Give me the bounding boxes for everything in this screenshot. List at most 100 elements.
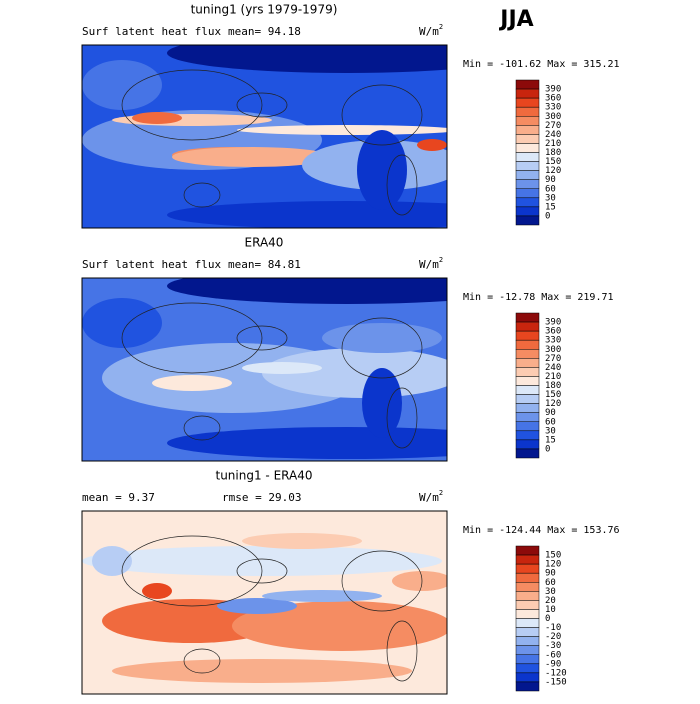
colorbar-label: 120 bbox=[545, 166, 561, 176]
map-region bbox=[112, 659, 412, 683]
colorbar-box bbox=[515, 448, 540, 459]
colorbar-label: 30 bbox=[545, 193, 556, 203]
units: W/m2 bbox=[419, 23, 443, 38]
colorbar-box bbox=[515, 106, 540, 117]
map-region bbox=[82, 60, 162, 110]
colorbar-label: 0 bbox=[545, 614, 550, 624]
coastline bbox=[236, 92, 288, 118]
colorbar-box bbox=[515, 152, 540, 162]
coastline bbox=[121, 535, 263, 607]
units-exp: 2 bbox=[439, 256, 443, 264]
map-region bbox=[172, 147, 332, 167]
colorbar-box bbox=[515, 663, 540, 674]
colorbar-label: 20 bbox=[545, 596, 556, 606]
panel-label: Surf latent heat flux bbox=[82, 25, 221, 38]
colorbar-box bbox=[515, 188, 540, 199]
colorbar-label: 90 bbox=[545, 175, 556, 185]
coastline bbox=[386, 620, 418, 682]
map-region bbox=[167, 427, 447, 459]
range-label: Min = -101.62 Max = 315.21 bbox=[463, 59, 620, 70]
range-label: Min = -12.78 Max = 219.71 bbox=[463, 292, 614, 303]
colorbar-box bbox=[515, 215, 540, 226]
colorbar-box bbox=[515, 197, 540, 208]
map-region bbox=[362, 368, 402, 438]
colorbar-box bbox=[515, 349, 540, 359]
colorbar-box bbox=[515, 563, 540, 574]
colorbar-label: 270 bbox=[545, 121, 561, 131]
map-region bbox=[417, 139, 447, 151]
colorbar-box bbox=[515, 582, 540, 592]
map-region bbox=[262, 590, 382, 602]
colorbar-box bbox=[515, 206, 540, 217]
panel-title: ERA40 bbox=[245, 236, 284, 250]
colorbar-box bbox=[515, 609, 540, 619]
colorbar-box bbox=[515, 600, 540, 610]
units: W/m2 bbox=[419, 489, 443, 504]
colorbar-label: 15 bbox=[545, 202, 556, 212]
colorbar-box bbox=[515, 321, 540, 332]
colorbar-label: -30 bbox=[545, 641, 561, 651]
colorbar-label: 360 bbox=[545, 94, 561, 104]
panel-label: mean = 9.37 bbox=[82, 491, 155, 504]
colorbar-box bbox=[515, 312, 540, 323]
coastline bbox=[341, 317, 423, 379]
colorbar-box bbox=[515, 572, 540, 583]
colorbar-label: 300 bbox=[545, 345, 561, 355]
colorbar-label: 390 bbox=[545, 318, 561, 328]
panel-title: tuning1 (yrs 1979-1979) bbox=[191, 3, 338, 17]
panel-stat: mean= 94.18 bbox=[228, 25, 301, 38]
map-region bbox=[262, 348, 447, 398]
colorbar-label: 150 bbox=[545, 390, 561, 400]
colorbar-label: 60 bbox=[545, 417, 556, 427]
map-region bbox=[392, 571, 447, 591]
units-base: W/m bbox=[419, 491, 439, 504]
units: W/m2 bbox=[419, 256, 443, 271]
coastline bbox=[236, 558, 288, 584]
coastline bbox=[183, 182, 221, 208]
panel-stat: mean= 84.81 bbox=[228, 258, 301, 271]
colorbar-box bbox=[515, 654, 540, 665]
units-exp: 2 bbox=[439, 23, 443, 31]
colorbar-label: 210 bbox=[545, 372, 561, 382]
colorbar-box bbox=[515, 545, 540, 556]
colorbar-box bbox=[515, 88, 540, 99]
colorbar-box bbox=[515, 170, 540, 180]
colorbar-box bbox=[515, 385, 540, 395]
colorbar-label: 10 bbox=[545, 605, 556, 615]
colorbar-label: 330 bbox=[545, 103, 561, 113]
coastline bbox=[386, 387, 418, 449]
units-base: W/m bbox=[419, 258, 439, 271]
colorbar-box bbox=[515, 645, 540, 655]
colorbar-box bbox=[515, 672, 540, 683]
range-label: Min = -124.44 Max = 153.76 bbox=[463, 525, 620, 536]
map bbox=[82, 45, 447, 228]
colorbar-box bbox=[515, 421, 540, 432]
coastline bbox=[341, 550, 423, 612]
colorbar-label: 15 bbox=[545, 435, 556, 445]
colorbar-box bbox=[515, 339, 540, 350]
colorbar-label: 60 bbox=[545, 578, 556, 588]
colorbar-label: 240 bbox=[545, 363, 561, 373]
coastline bbox=[121, 69, 263, 141]
colorbar-label: 0 bbox=[545, 211, 550, 221]
coastline bbox=[121, 302, 263, 374]
coastline bbox=[341, 84, 423, 146]
map-region bbox=[242, 533, 362, 549]
map-frame bbox=[81, 44, 448, 229]
colorbar-label: -20 bbox=[545, 632, 561, 642]
colorbar-box bbox=[515, 116, 540, 126]
map-region bbox=[142, 583, 172, 599]
map-region bbox=[167, 278, 447, 304]
map-region bbox=[152, 375, 232, 391]
map-region bbox=[82, 298, 162, 348]
map-region bbox=[322, 323, 442, 353]
units-base: W/m bbox=[419, 25, 439, 38]
colorbar-label: 150 bbox=[545, 157, 561, 167]
colorbar-label: 180 bbox=[545, 148, 561, 158]
colorbar-box bbox=[515, 439, 540, 450]
colorbar-box bbox=[515, 554, 540, 565]
colorbar-label: 330 bbox=[545, 336, 561, 346]
colorbar-box bbox=[515, 430, 540, 441]
